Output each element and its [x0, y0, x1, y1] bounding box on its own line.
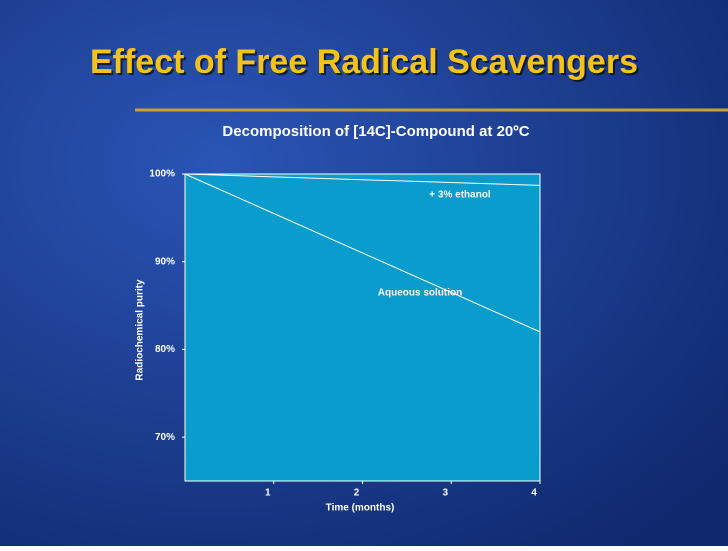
y-tick-label: 100%: [149, 169, 175, 180]
slide-title: Effect of Free Radical Scavengers: [90, 43, 638, 81]
x-axis-label: Time (months): [326, 503, 395, 514]
chart-title: Decomposition of [14C]-Compound at 20ºC: [222, 123, 529, 140]
x-tick-label: 2: [354, 488, 360, 499]
series-line: [184, 173, 541, 186]
x-tick-label: 4: [531, 488, 537, 499]
series-line: [184, 173, 541, 333]
y-tick-label: 80%: [155, 344, 175, 355]
x-tick-label: 1: [265, 488, 271, 499]
slide-title-shadow: Effect of Free Radical Scavengers: [92, 45, 640, 83]
series-label: Aqueous solution: [378, 288, 462, 299]
plot-area: [184, 173, 541, 482]
x-tick-label: 3: [442, 488, 448, 499]
y-tick-label: 70%: [155, 432, 175, 443]
y-axis-label: Radiochemical purity: [135, 279, 146, 381]
series-label: + 3% ethanol: [429, 189, 491, 200]
y-tick-label: 90%: [155, 256, 175, 267]
